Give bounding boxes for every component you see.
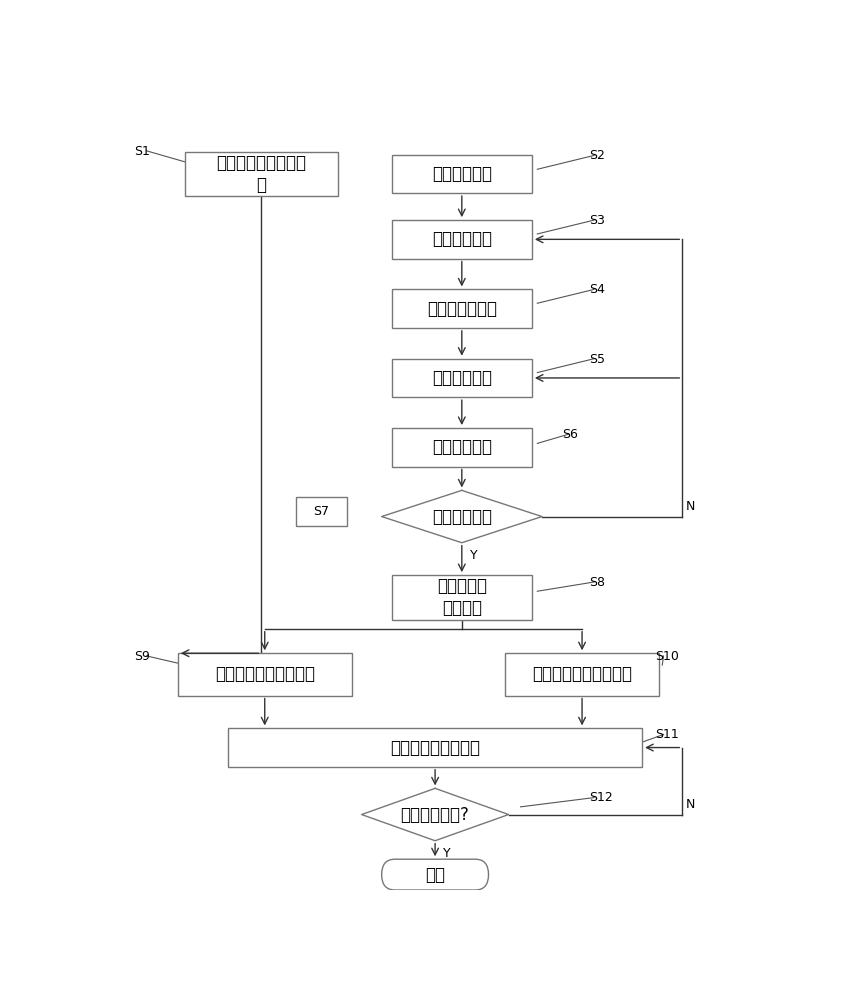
Text: 设置计算类型: 设置计算类型 [431,230,492,248]
FancyBboxPatch shape [391,289,531,328]
Text: 设置运行方式: 设置运行方式 [431,165,492,183]
Polygon shape [381,490,542,543]
FancyBboxPatch shape [184,152,338,196]
Text: 设置沙盘展示场景参
数: 设置沙盘展示场景参 数 [216,154,306,194]
Text: 预想故障计算: 预想故障计算 [431,369,492,387]
FancyBboxPatch shape [391,155,531,193]
Text: 展现是否完成?: 展现是否完成? [400,806,469,824]
FancyBboxPatch shape [381,859,488,890]
Text: S2: S2 [588,149,604,162]
Text: N: N [684,500,694,513]
Text: Y: Y [469,549,477,562]
Text: S9: S9 [134,650,150,663]
Text: 设置预想故障集: 设置预想故障集 [426,300,496,318]
Text: S7: S7 [313,505,329,518]
Text: S12: S12 [588,791,612,804]
Text: S1: S1 [134,145,150,158]
Text: S11: S11 [655,728,678,741]
Text: S10: S10 [655,650,678,663]
Text: 生成电网沙盘动态模型: 生成电网沙盘动态模型 [214,665,314,683]
Polygon shape [362,788,508,841]
Text: S5: S5 [588,353,604,366]
Text: S3: S3 [588,214,604,227]
FancyBboxPatch shape [391,428,531,467]
Text: S8: S8 [588,576,604,589]
FancyBboxPatch shape [177,653,351,696]
FancyBboxPatch shape [505,653,658,696]
Text: Y: Y [443,847,450,860]
Text: 生成电网沙盘控制模型: 生成电网沙盘控制模型 [531,665,631,683]
FancyBboxPatch shape [391,220,531,259]
FancyBboxPatch shape [227,728,641,767]
Text: 计算是否完成: 计算是否完成 [431,508,492,526]
Text: N: N [684,798,694,811]
Text: 输出到沙盘动态展示: 输出到沙盘动态展示 [390,739,480,757]
FancyBboxPatch shape [391,359,531,397]
Text: S4: S4 [588,283,604,296]
FancyBboxPatch shape [391,575,531,620]
FancyBboxPatch shape [296,497,346,526]
Text: 结束: 结束 [424,866,444,884]
Text: 读取计算结果: 读取计算结果 [431,438,492,456]
Text: S6: S6 [561,428,577,441]
Text: 结果映射到
仿真模型: 结果映射到 仿真模型 [437,577,486,617]
